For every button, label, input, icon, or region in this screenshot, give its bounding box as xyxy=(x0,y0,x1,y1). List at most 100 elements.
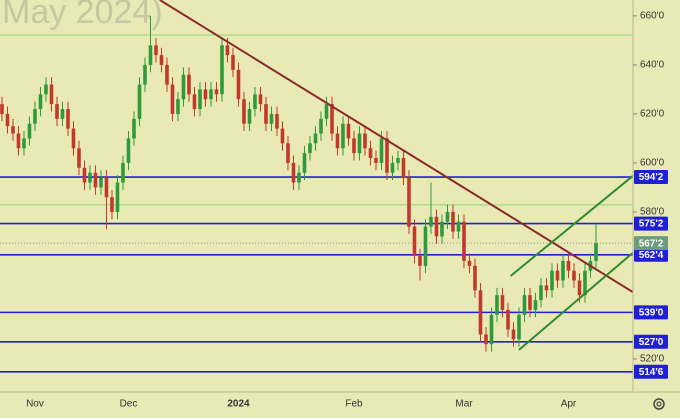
candle-body xyxy=(148,45,153,65)
candle-body xyxy=(27,123,32,139)
candle-body xyxy=(577,280,582,296)
candle-body xyxy=(357,133,362,154)
level-label: 514'6 xyxy=(639,367,664,378)
gear[interactable] xyxy=(653,398,665,410)
candle-body xyxy=(220,45,224,95)
level-tag xyxy=(634,305,668,320)
y-tick-label: 580'0 xyxy=(640,207,665,218)
trend-line xyxy=(518,252,633,351)
candle-body xyxy=(280,128,285,144)
y-tick-label: 520'0 xyxy=(640,354,665,365)
candle-body xyxy=(192,94,197,110)
candle-body xyxy=(440,221,444,237)
gear-hub[interactable] xyxy=(656,401,662,407)
candle-body xyxy=(143,64,147,85)
candle-body xyxy=(121,162,125,183)
candle-body xyxy=(308,143,312,154)
candle-body xyxy=(258,94,263,105)
candle-body xyxy=(511,329,516,340)
x-tick-label: Apr xyxy=(561,399,577,410)
candle-body xyxy=(165,64,169,85)
candle-body xyxy=(506,309,510,330)
x-tick-label: Mar xyxy=(455,399,473,410)
candle-body xyxy=(247,109,252,124)
candle-body xyxy=(110,197,114,212)
level-label: 575'2 xyxy=(639,219,664,230)
candle-body xyxy=(368,148,373,159)
candle-body xyxy=(423,226,428,266)
candle-body xyxy=(60,109,65,119)
trend-line xyxy=(159,0,633,293)
candle-body xyxy=(583,270,587,296)
candle-body xyxy=(269,113,274,124)
candle-body xyxy=(93,172,98,188)
candle-body xyxy=(22,138,26,149)
candle-body xyxy=(396,158,400,163)
candle-body xyxy=(170,84,175,114)
candle-body xyxy=(352,138,356,154)
candle-body xyxy=(132,118,136,139)
y-tick-label: 660'0 xyxy=(640,11,665,22)
candle-body xyxy=(429,216,433,227)
candle-body xyxy=(484,334,488,345)
candle-body xyxy=(467,260,472,266)
y-tick-label: 640'0 xyxy=(640,60,665,71)
candle-body xyxy=(462,221,466,261)
candle-body xyxy=(528,295,532,310)
candle-body xyxy=(159,55,164,65)
candle-body xyxy=(71,128,76,149)
level-tag xyxy=(634,216,668,231)
settings-icon[interactable] xyxy=(653,398,665,410)
candle-body xyxy=(517,314,521,340)
candle-body xyxy=(203,89,208,100)
candle-body xyxy=(209,89,213,100)
candle-body xyxy=(401,158,406,178)
candle-body xyxy=(489,314,494,345)
candle-body xyxy=(253,94,257,110)
candle-body xyxy=(555,270,560,281)
candle-body xyxy=(594,243,598,261)
candle-body xyxy=(297,172,301,183)
x-tick-label: Nov xyxy=(26,399,44,410)
level-tag xyxy=(634,364,668,379)
candle-body xyxy=(539,285,543,301)
level-label: 539'0 xyxy=(639,308,664,319)
x-tick-label: Dec xyxy=(120,399,138,410)
candle-body xyxy=(66,109,70,129)
candle-body xyxy=(478,290,483,335)
candle-body xyxy=(104,177,109,198)
candle-body xyxy=(99,177,103,188)
trend-line xyxy=(510,175,633,277)
candle-body xyxy=(225,45,230,56)
candle-body xyxy=(236,69,241,100)
candle-body xyxy=(88,172,92,183)
candle-body xyxy=(324,104,329,119)
candle-body xyxy=(473,265,477,291)
candle-body xyxy=(231,55,235,70)
x-tick-label: 2024 xyxy=(227,399,250,410)
candle-body xyxy=(445,211,450,222)
candle-body xyxy=(181,74,186,100)
candle-body xyxy=(385,138,389,173)
candle-body xyxy=(126,138,131,163)
candle-body xyxy=(55,104,59,119)
candle-body xyxy=(16,133,21,149)
candle-body xyxy=(313,133,318,144)
candle-body xyxy=(198,89,202,110)
candle-body xyxy=(115,182,120,212)
candle-body xyxy=(533,300,538,310)
candle-body xyxy=(412,226,417,257)
candle-body xyxy=(0,104,4,114)
candle-body xyxy=(154,45,158,56)
candle-body xyxy=(390,162,395,173)
candle-body xyxy=(33,109,37,124)
candle-body xyxy=(407,177,411,227)
candle-body xyxy=(275,113,279,129)
candle-body xyxy=(187,74,191,95)
y-tick-label: 620'0 xyxy=(640,109,665,120)
candle-body xyxy=(286,143,290,163)
candle-body xyxy=(82,167,87,183)
candle-body xyxy=(451,211,455,232)
candle-body xyxy=(522,295,527,315)
